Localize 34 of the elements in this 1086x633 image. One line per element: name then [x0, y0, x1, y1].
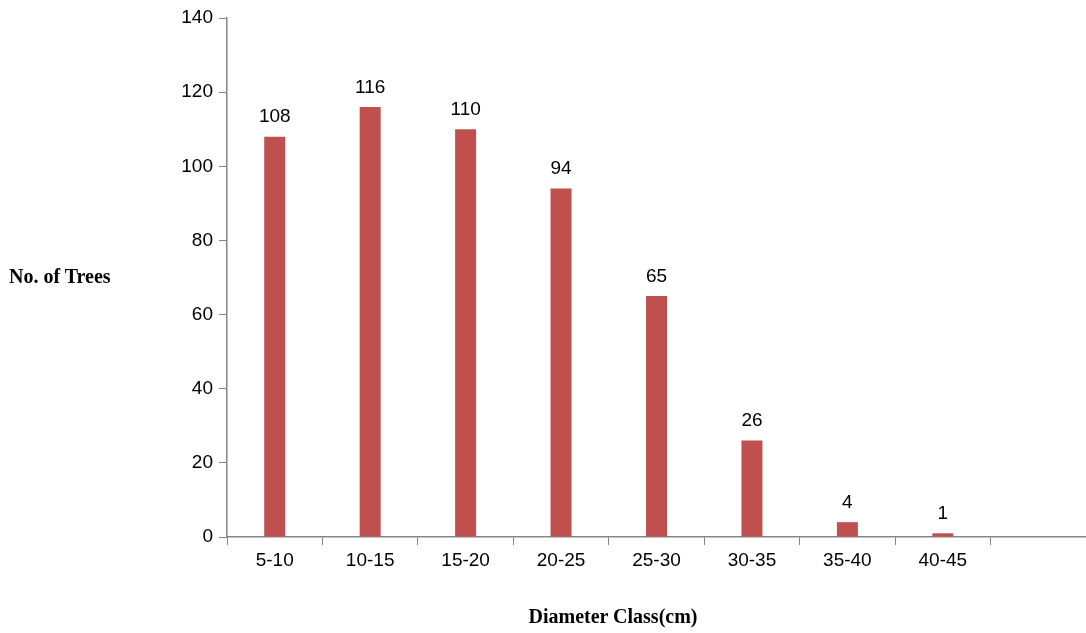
y-tick-label: 140 [181, 6, 213, 28]
y-tick-label: 40 [191, 376, 213, 398]
y-tick-label: 0 [202, 525, 213, 547]
x-tick-label: 40-45 [918, 548, 968, 570]
x-tick-label: 15-20 [441, 548, 490, 570]
data-label: 26 [741, 409, 763, 431]
bar [932, 533, 954, 537]
bar [550, 188, 572, 537]
data-label: 116 [355, 75, 386, 97]
x-tick-label: 30-35 [727, 548, 777, 570]
y-tick-label: 120 [181, 80, 213, 102]
bar [836, 522, 858, 537]
y-axis-title: No. of Trees [9, 264, 111, 287]
data-label: 65 [645, 264, 668, 286]
x-tick-label: 25-30 [632, 548, 681, 570]
data-label: 108 [258, 105, 291, 127]
bar [646, 296, 667, 537]
data-label: 110 [450, 97, 481, 119]
x-tick-label: 35-40 [823, 548, 872, 570]
x-tick-label: 10-15 [345, 548, 395, 570]
y-tick-label: 80 [191, 228, 213, 250]
x-tick-label: 20-25 [536, 548, 586, 570]
data-label: 4 [842, 490, 854, 512]
x-tick-label: 5-10 [255, 548, 294, 570]
data-label: 1 [937, 502, 949, 524]
y-tick-label: 100 [181, 154, 213, 176]
bar [264, 136, 286, 537]
y-tick-label: 60 [191, 302, 213, 324]
bar [359, 106, 381, 537]
y-tick-label: 20 [191, 451, 213, 473]
bar [455, 129, 477, 537]
data-label: 94 [550, 157, 573, 179]
bar [741, 440, 763, 537]
x-axis-title: Diameter Class(cm) [528, 605, 698, 629]
